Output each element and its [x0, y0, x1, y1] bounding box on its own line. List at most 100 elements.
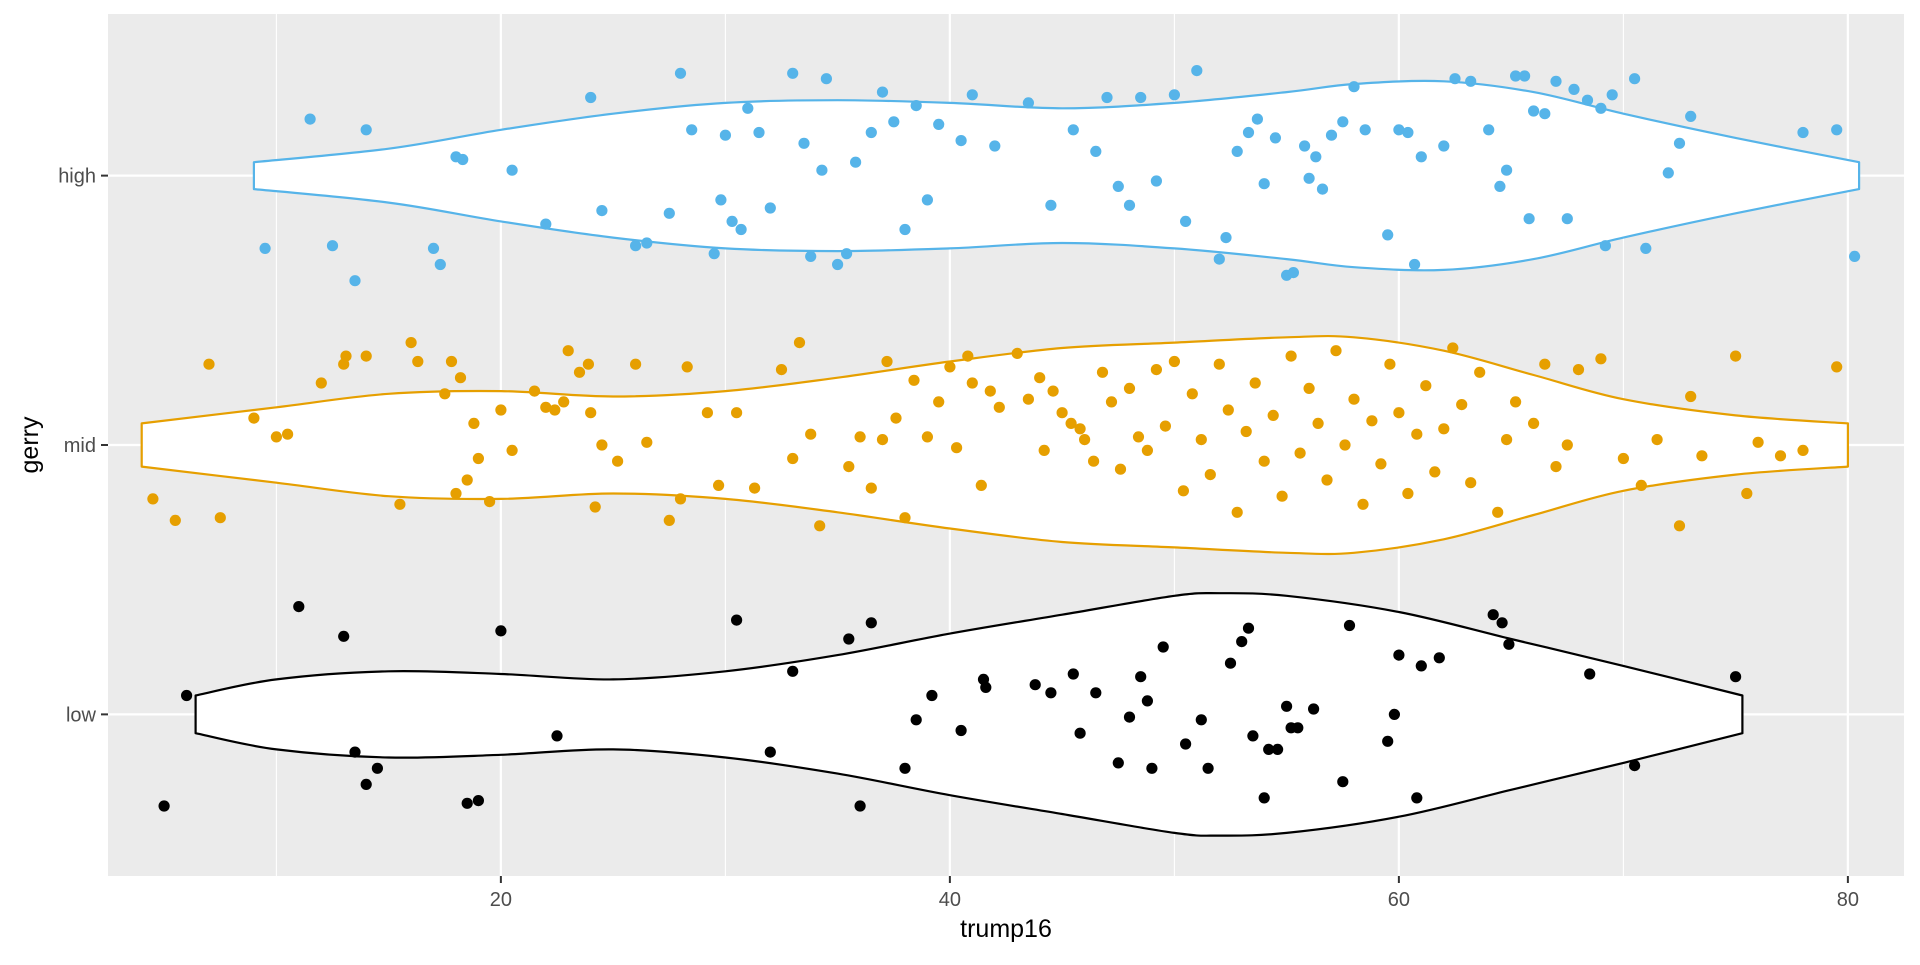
point-low — [1224, 657, 1237, 669]
point-low — [1393, 649, 1405, 661]
point-mid — [1258, 455, 1270, 467]
point-high — [876, 86, 889, 98]
point-low — [1496, 617, 1508, 629]
point-high — [1539, 108, 1551, 120]
point-mid — [1651, 434, 1663, 446]
point-mid — [1465, 477, 1477, 489]
point-low — [731, 614, 743, 626]
point-high — [1673, 137, 1686, 149]
point-high — [787, 67, 799, 79]
point-low — [1112, 757, 1124, 769]
point-high — [641, 237, 653, 249]
point-high — [1528, 105, 1540, 117]
point-high — [1629, 73, 1641, 85]
point-mid — [1096, 366, 1109, 378]
point-low — [764, 746, 776, 758]
point-mid — [1114, 463, 1127, 475]
violins — [140, 79, 1861, 837]
point-mid — [340, 350, 352, 362]
point-high — [899, 223, 911, 236]
point-mid — [775, 364, 788, 376]
point-low — [1382, 735, 1394, 747]
violin-mid — [140, 334, 1849, 556]
point-high — [816, 164, 828, 176]
point-mid — [1132, 431, 1145, 443]
point-mid — [663, 514, 675, 527]
point-low — [1415, 660, 1427, 672]
point-mid — [1501, 434, 1513, 446]
point-high — [349, 275, 361, 287]
point-mid — [1741, 487, 1753, 500]
point-mid — [731, 407, 743, 419]
point-high — [966, 89, 978, 101]
point-low — [899, 762, 911, 774]
point-mid — [169, 514, 181, 527]
axes: 20 40 60 80 low mid high — [58, 166, 1859, 911]
point-high — [1220, 232, 1232, 244]
point-high — [715, 194, 727, 206]
point-high — [1303, 172, 1315, 184]
point-low — [1157, 641, 1169, 653]
point-low — [1343, 619, 1356, 632]
point-mid — [1617, 452, 1629, 465]
point-high — [1595, 102, 1607, 114]
point-high — [630, 240, 642, 252]
point-mid — [450, 487, 462, 500]
point-high — [1409, 258, 1421, 271]
point-high — [1258, 178, 1270, 190]
point-high — [850, 156, 862, 168]
point-high — [910, 100, 922, 112]
point-mid — [1366, 415, 1378, 427]
point-low — [1308, 703, 1320, 715]
point-mid — [1240, 425, 1252, 438]
point-mid — [630, 358, 642, 370]
point-mid — [899, 512, 911, 524]
point-high — [686, 124, 698, 136]
point-high — [742, 102, 754, 114]
point-mid — [805, 428, 817, 440]
point-mid — [405, 337, 417, 349]
x-tick-label: 20 — [490, 889, 512, 911]
point-mid — [439, 388, 451, 400]
violin-high — [252, 79, 1861, 272]
point-high — [921, 194, 934, 206]
point-high — [1402, 126, 1414, 139]
point-mid — [1752, 436, 1764, 448]
point-mid — [1402, 487, 1414, 500]
point-mid — [468, 417, 480, 429]
point-low — [1247, 730, 1259, 742]
point-high — [1415, 151, 1427, 163]
point-mid — [1831, 361, 1843, 373]
point-high — [726, 215, 738, 227]
point-mid — [461, 474, 473, 486]
point-low — [1202, 762, 1214, 774]
point-mid — [1195, 434, 1207, 446]
point-mid — [843, 461, 855, 473]
point-mid — [1213, 358, 1225, 370]
point-mid — [984, 385, 996, 397]
point-mid — [203, 358, 215, 370]
point-mid — [701, 407, 714, 419]
point-low — [1281, 700, 1293, 712]
point-mid — [270, 431, 282, 443]
point-high — [1251, 113, 1263, 125]
point-mid — [394, 498, 406, 510]
point-low — [1141, 695, 1153, 707]
point-high — [1494, 180, 1506, 192]
point-high — [753, 126, 765, 139]
point-high — [1685, 110, 1697, 122]
point-low — [1272, 743, 1284, 756]
point-mid — [1673, 520, 1686, 532]
point-mid — [1150, 364, 1162, 376]
point-mid — [951, 442, 963, 454]
point-low — [854, 800, 866, 812]
point-mid — [966, 377, 978, 389]
point-low — [1135, 671, 1147, 683]
point-mid — [854, 431, 866, 443]
point-high — [1568, 83, 1580, 95]
point-high — [820, 73, 833, 85]
point-mid — [1572, 364, 1585, 376]
point-high — [663, 207, 675, 219]
